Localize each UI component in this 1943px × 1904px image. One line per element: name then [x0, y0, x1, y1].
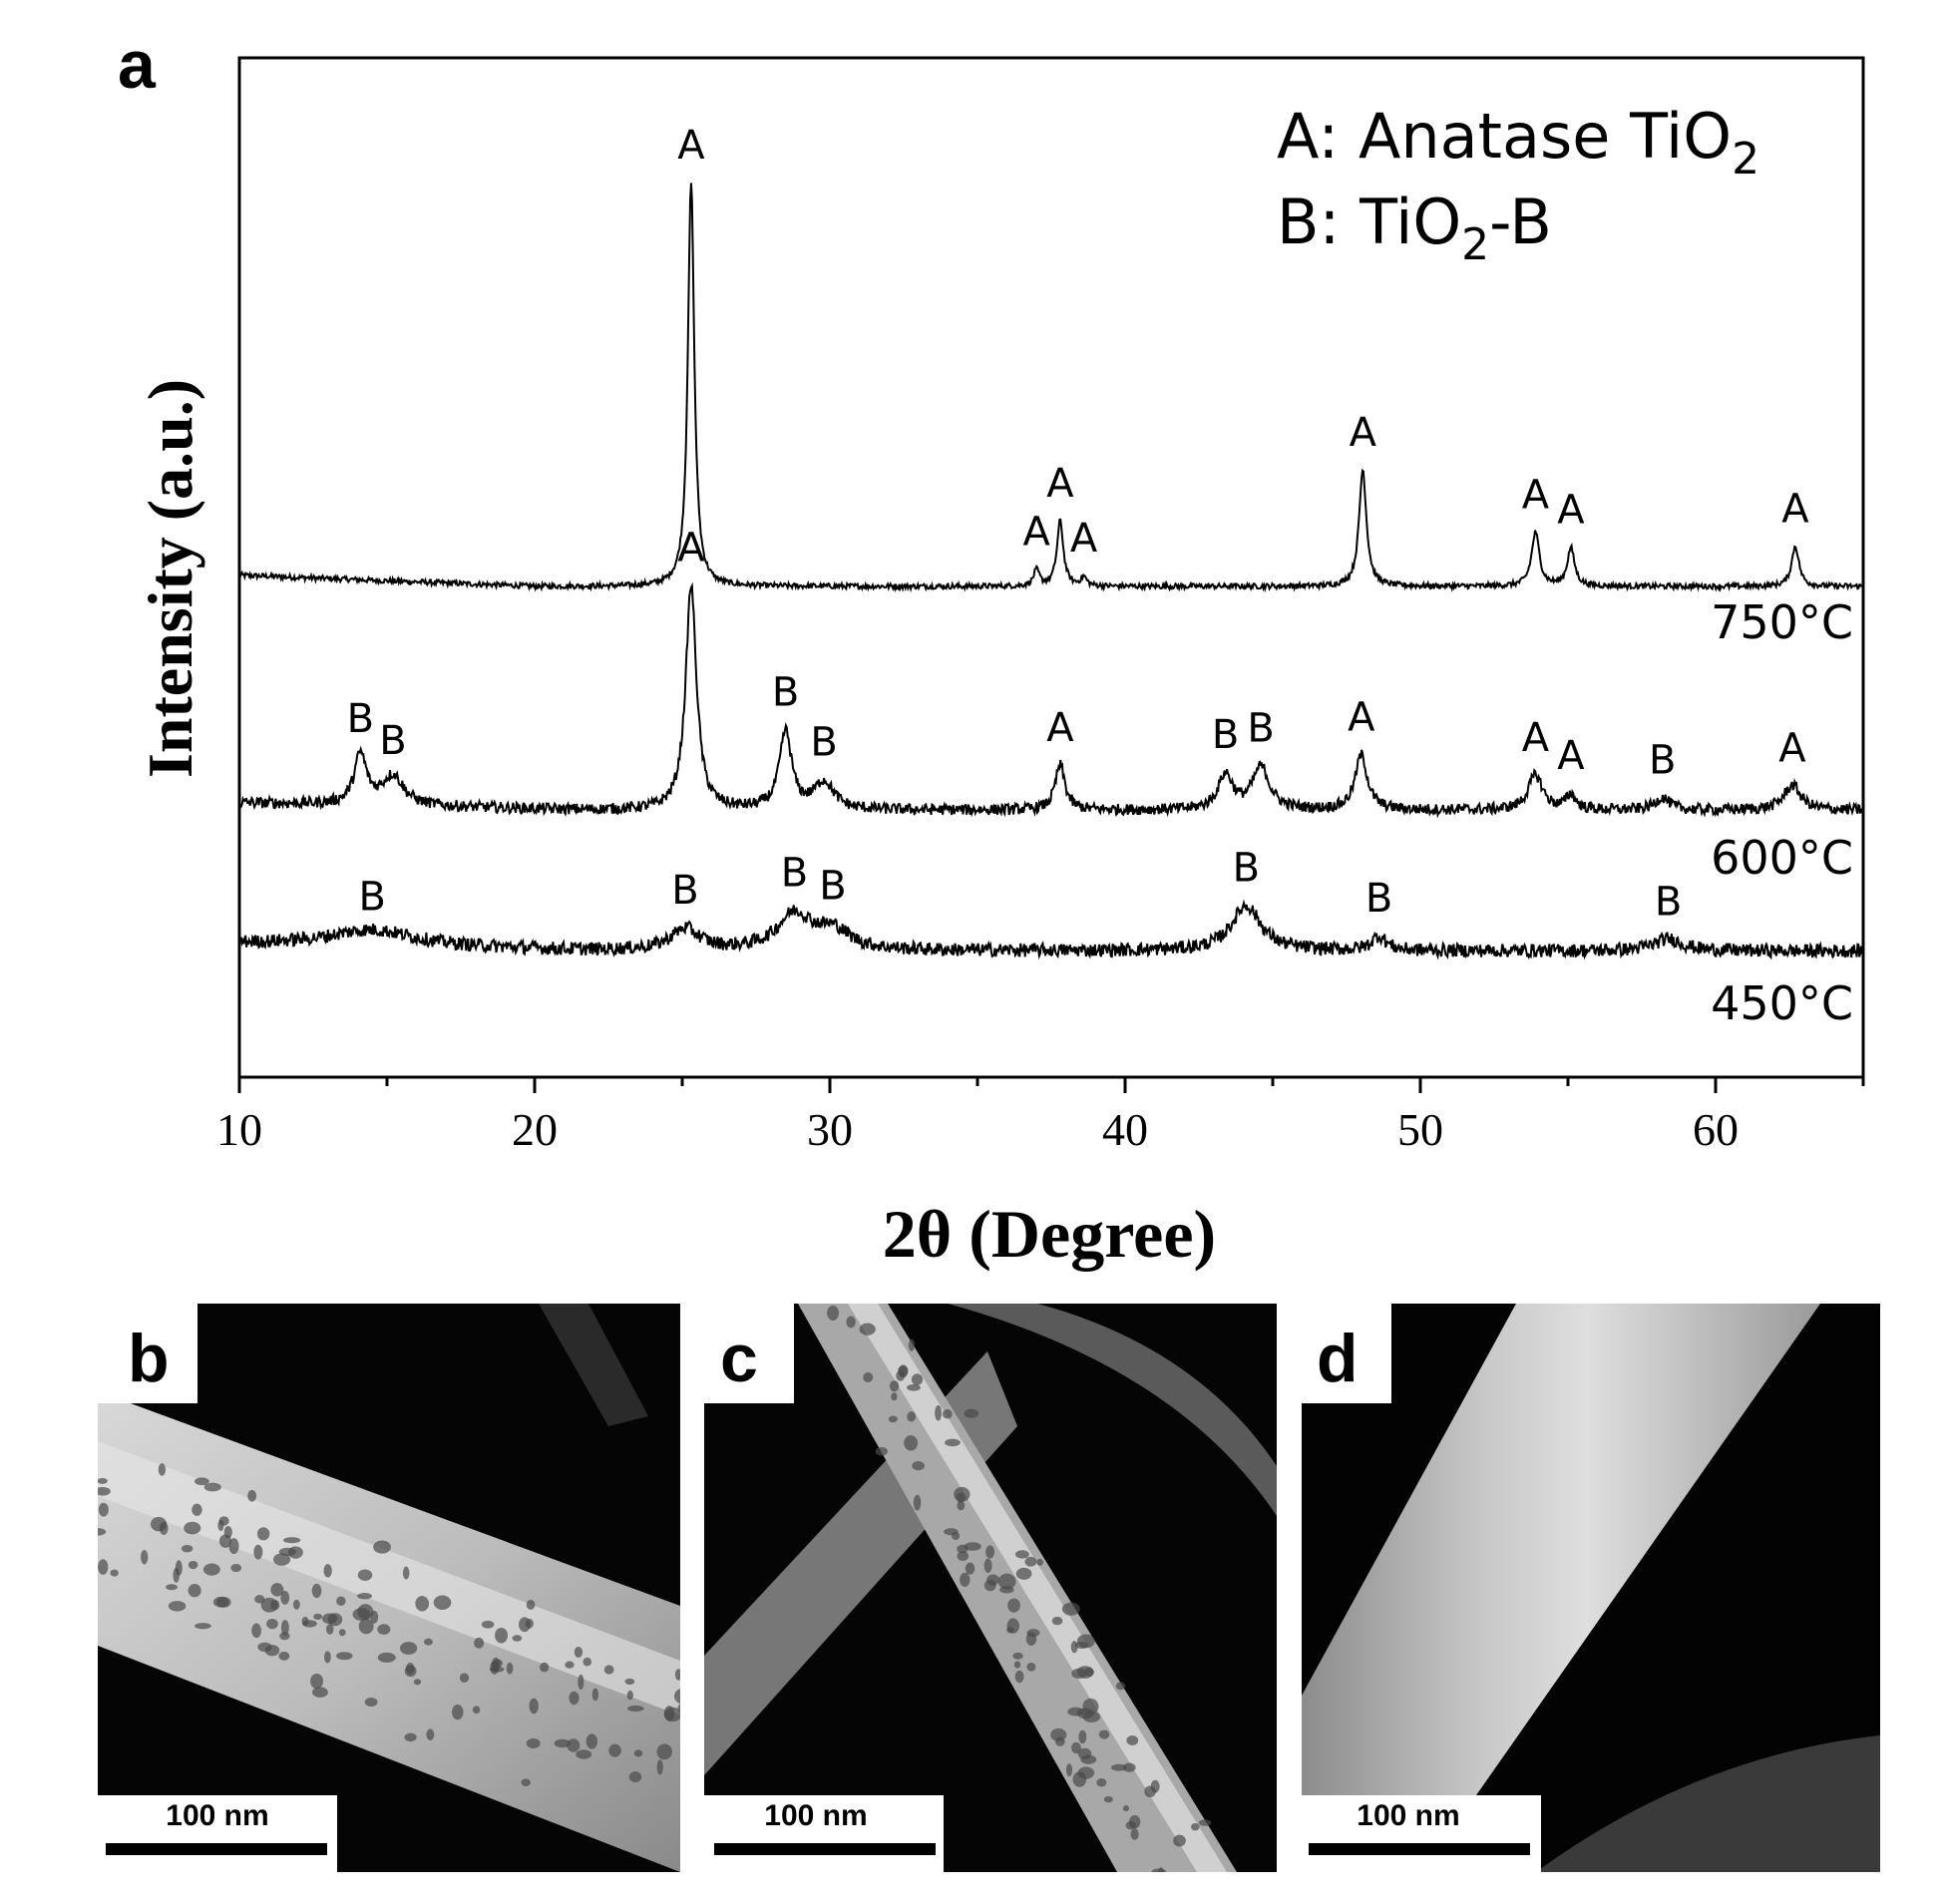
peak-label: A: [1046, 461, 1074, 507]
x-axis-title: 2θ (Degree): [883, 1196, 1216, 1272]
peak-label: B: [379, 718, 406, 764]
panel-a-letter: a: [118, 27, 157, 103]
peak-label: B: [819, 864, 846, 910]
legend: A: Anatase TiO2 B: TiO2-B: [1277, 100, 1759, 270]
plot-frame: [237, 56, 1865, 1079]
x-tick-label: 10: [216, 1104, 262, 1155]
peak-label: A: [677, 526, 705, 571]
peak-label: A: [1522, 715, 1550, 761]
series-label: 450°C: [1711, 976, 1853, 1030]
x-axis-ticks: 10 20 30 40 50 60: [216, 1077, 1865, 1155]
y-axis-title: Intensity (a.u.): [135, 379, 205, 778]
peak-label: A: [1557, 733, 1585, 779]
x-tick-label: 20: [512, 1104, 558, 1155]
x-tick-label: 30: [807, 1104, 853, 1155]
peak-label: A: [1023, 509, 1051, 555]
x-tick-label: 50: [1397, 1104, 1443, 1155]
micrograph-d: d 100 nm: [1302, 1304, 1880, 1872]
scale-bar-b: [106, 1843, 327, 1855]
scale-bar-label-c: 100 nm: [764, 1799, 867, 1832]
peak-label: B: [1655, 879, 1682, 925]
legend-entry-a: A: Anatase TiO2: [1277, 100, 1759, 185]
series-line: [238, 581, 1864, 819]
peak-label: A: [1046, 705, 1074, 751]
peak-label: B: [1365, 876, 1392, 922]
micrograph-c: c 100 nm: [704, 1304, 1277, 1872]
peak-label: A: [1350, 410, 1377, 456]
peak-label: A: [677, 123, 705, 169]
x-tick-label: 40: [1102, 1104, 1148, 1155]
scale-bar-c: [714, 1843, 936, 1855]
peak-label: B: [810, 720, 837, 766]
peak-label: B: [1212, 712, 1239, 758]
peak-label: A: [1522, 472, 1550, 518]
peak-label: B: [781, 850, 808, 896]
series-line: [238, 899, 1864, 960]
peak-label: B: [347, 696, 374, 742]
peak-label: A: [1781, 486, 1809, 532]
peak-label: A: [1557, 488, 1585, 534]
series-labels: 750°C 600°C 450°C: [1711, 595, 1853, 1030]
panel-b-letter: b: [128, 1321, 170, 1396]
scale-bar-label-d: 100 nm: [1357, 1799, 1459, 1832]
legend-entry-b: B: TiO2-B: [1277, 186, 1552, 270]
micrograph-b: b 100 nm: [98, 1304, 680, 1872]
x-tick-label: 60: [1693, 1104, 1739, 1155]
series-line: [238, 183, 1863, 593]
panel-d-letter: d: [1317, 1321, 1359, 1396]
scale-bar-label-b: 100 nm: [166, 1799, 268, 1832]
peak-label: B: [358, 875, 385, 921]
series-label: 750°C: [1711, 595, 1853, 649]
peak-label: B: [1233, 846, 1260, 892]
peak-label: B: [671, 868, 698, 914]
peak-label: B: [772, 669, 799, 715]
peak-label: A: [1348, 695, 1375, 741]
peak-label: A: [1778, 725, 1806, 771]
series-label: 600°C: [1711, 831, 1853, 885]
peak-label: B: [1649, 738, 1676, 784]
scale-bar-d: [1309, 1843, 1530, 1855]
xrd-traces: [238, 183, 1864, 960]
peak-label: A: [1070, 516, 1098, 562]
peak-label: B: [1247, 705, 1274, 751]
panel-c-letter: c: [720, 1321, 758, 1396]
